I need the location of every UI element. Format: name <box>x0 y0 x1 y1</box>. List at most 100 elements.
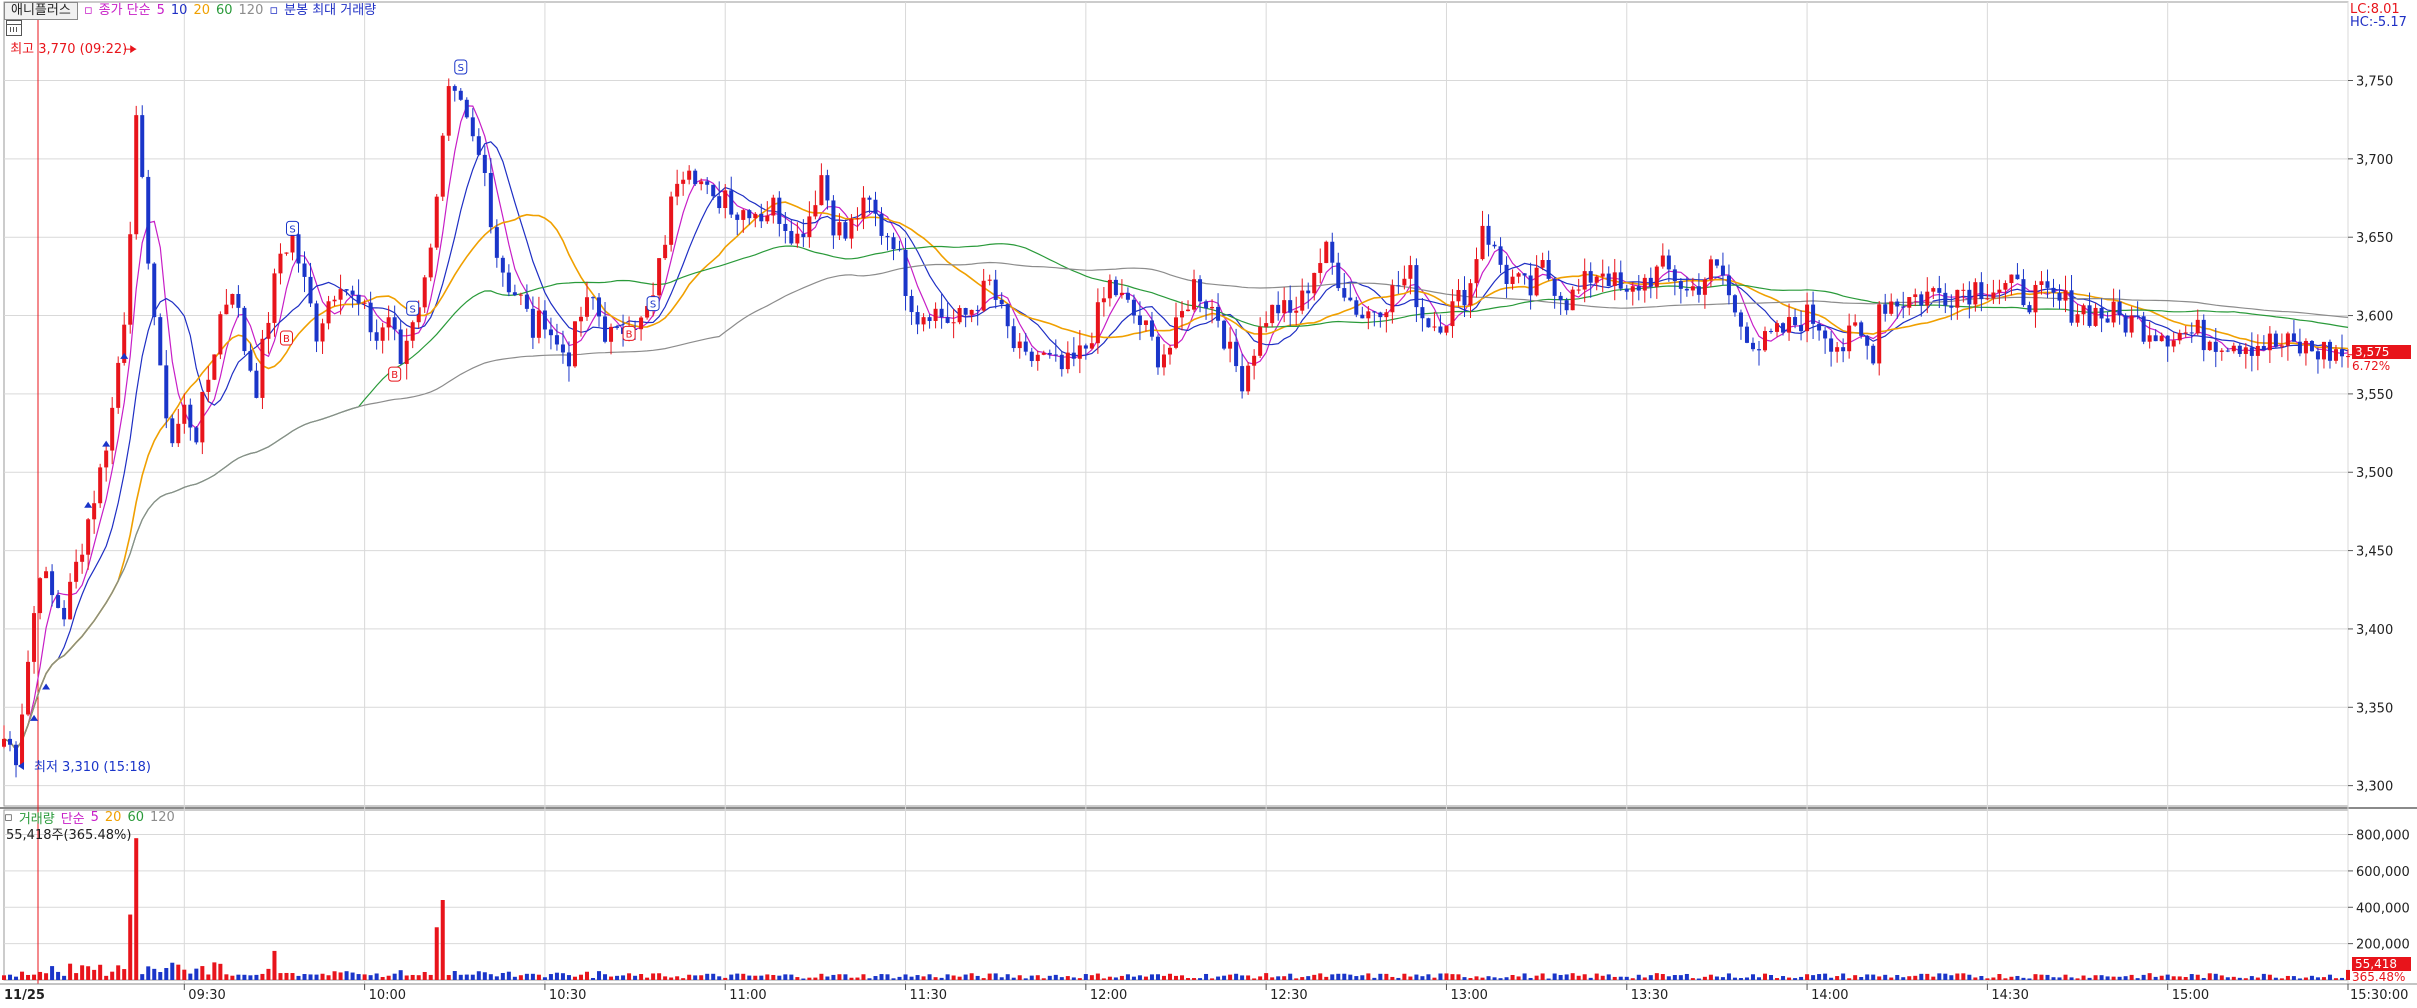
volume-bar <box>476 971 481 980</box>
volume-bar <box>927 974 932 980</box>
candle-body <box>8 738 13 745</box>
volume-bar <box>741 973 746 980</box>
candle-body <box>110 407 115 451</box>
volume-bar <box>1510 974 1515 980</box>
candle-body <box>2165 335 2170 347</box>
buy-signal <box>279 330 293 346</box>
volume-bar <box>1654 973 1659 980</box>
low-marker-arrow <box>18 761 24 770</box>
candle-body <box>603 316 608 342</box>
candle-body <box>374 332 379 341</box>
volume-bar <box>314 974 319 980</box>
volume-bar <box>1372 977 1377 980</box>
candle-body <box>741 210 746 220</box>
volume-bar <box>446 975 451 980</box>
volume-bar <box>1017 975 1022 980</box>
candle-body <box>530 308 535 338</box>
volume-bar <box>1426 974 1431 980</box>
candle-body <box>1504 264 1509 284</box>
candle-body <box>458 90 463 100</box>
stock-name-box[interactable]: 애니플러스 <box>4 2 78 20</box>
candle-body <box>1678 281 1683 289</box>
candle-body <box>1961 289 1966 291</box>
volume-bar <box>212 962 217 980</box>
volume-bar <box>146 966 151 980</box>
candle-body <box>987 279 992 281</box>
volume-bar <box>428 974 433 980</box>
candle-body <box>254 370 259 398</box>
volume-bar <box>2123 976 2128 980</box>
volume-bar <box>578 974 583 980</box>
volume-bar <box>1979 976 1984 980</box>
candle-body <box>777 197 782 224</box>
legend-max-volume: 분봉 최대 거래량 <box>284 3 377 18</box>
volume-bar <box>2267 974 2272 980</box>
candle-body <box>278 253 283 274</box>
candle-body <box>1029 351 1034 362</box>
candle-body <box>2213 341 2218 352</box>
candle-body <box>1348 297 1353 301</box>
candle-body <box>831 200 836 236</box>
candle-body <box>1113 279 1118 296</box>
candle-body <box>1883 304 1888 314</box>
volume-bar <box>1672 975 1677 980</box>
buy-arrow <box>30 714 39 721</box>
volume-bar <box>2141 974 2146 980</box>
candle-body <box>2279 345 2284 347</box>
calendar-icon[interactable] <box>6 20 22 36</box>
volume-bar <box>1744 977 1749 980</box>
candle-body <box>446 86 451 136</box>
candle-body <box>2045 281 2050 288</box>
candle-body <box>68 581 73 620</box>
volume-bar <box>434 927 439 980</box>
time-tick-label: 14:00 <box>1811 988 1848 1003</box>
volume-bar <box>615 975 620 980</box>
candle-body <box>2333 349 2338 361</box>
candle-body <box>1648 277 1653 287</box>
candle-body <box>1787 317 1792 333</box>
candle-body <box>362 302 367 304</box>
candle-body <box>1750 342 1755 350</box>
candle-body <box>1047 352 1052 355</box>
candle-body <box>675 183 680 197</box>
candle-body <box>945 317 950 323</box>
volume-bar <box>1967 974 1972 980</box>
time-tick-label: 09:30 <box>188 988 225 1003</box>
volume-bar <box>651 973 656 980</box>
candle-body <box>1618 272 1623 289</box>
candle-body <box>1588 271 1593 283</box>
volume-bar <box>110 971 115 980</box>
candle-body <box>1606 273 1611 286</box>
candle-body <box>296 234 301 264</box>
volume-bar <box>1137 975 1142 980</box>
candle-body <box>1240 366 1245 392</box>
volume-bar <box>1642 977 1647 980</box>
candle-body <box>747 210 752 219</box>
candle-body <box>969 309 974 315</box>
candle-body <box>392 317 397 330</box>
candle-body <box>2285 333 2290 346</box>
candle-body <box>1306 290 1311 294</box>
candle-body <box>2159 335 2164 342</box>
volume-bar <box>1011 977 1016 980</box>
candle-body <box>1155 336 1160 368</box>
candle-body <box>1919 294 1924 306</box>
volume-bar <box>645 977 650 980</box>
candle-body <box>1282 300 1287 314</box>
candle-body <box>1372 311 1377 313</box>
volume-bar <box>2093 975 2098 980</box>
candle-body <box>1450 301 1455 327</box>
candle-body <box>266 322 271 339</box>
candle-body <box>1288 300 1293 313</box>
candle-body <box>176 423 181 444</box>
candle-body <box>2015 274 2020 280</box>
candle-body <box>1 738 7 747</box>
volume-bar <box>1690 978 1695 980</box>
volume-bar <box>1053 974 1058 980</box>
volume-bar <box>1913 975 1918 980</box>
volume-bar <box>831 974 836 980</box>
candle-body <box>92 503 97 520</box>
candle-body <box>837 222 842 236</box>
volume-bar <box>1210 978 1215 980</box>
